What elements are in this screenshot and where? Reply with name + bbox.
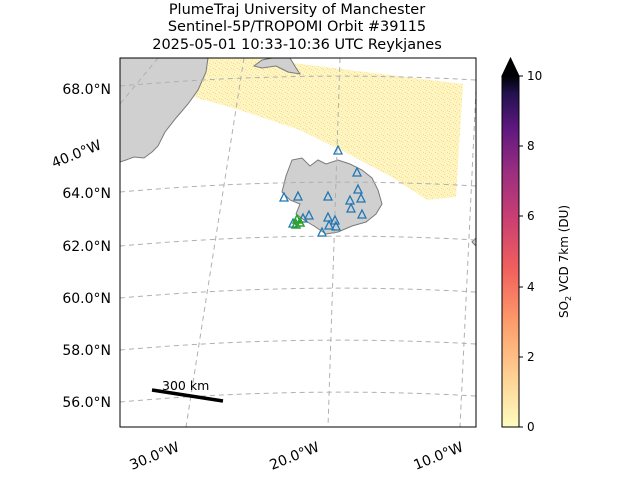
scale-bar: 300 km <box>151 378 224 403</box>
colorbar-tick-0: 0 <box>527 420 535 434</box>
title-line-1: PlumeTraj University of Manchester <box>169 2 425 18</box>
volcano-marker <box>294 216 306 227</box>
colorbar-gradient <box>501 75 520 428</box>
lon-label-40w: 40.0°W <box>50 137 104 171</box>
colorbar-tick-4: 4 <box>527 280 535 294</box>
station-marker <box>278 191 290 202</box>
volcano-marker <box>290 218 302 229</box>
latitude-labels: 68.0°N 64.0°N 62.0°N 60.0°N 58.0°N 56.0°… <box>62 82 111 411</box>
station-marker <box>303 209 315 220</box>
title-line-2: Sentinel-5P/TROPOMI Orbit #39115 <box>168 19 426 35</box>
colorbar-extend-arrow <box>501 56 520 77</box>
lon-label-20w: 20.0°W <box>268 439 322 473</box>
station-marker <box>356 208 368 219</box>
colorbar: 0 2 4 6 8 10 SO2 VCD 7km (DU) <box>501 56 573 434</box>
lat-label-64: 64.0°N <box>62 186 111 202</box>
station-marker <box>344 194 356 205</box>
scale-bar-line <box>151 388 224 403</box>
lat-label-68: 68.0°N <box>62 82 111 98</box>
station-marker <box>297 212 309 223</box>
colorbar-tick-6: 6 <box>527 209 535 223</box>
colorbar-tick-8: 8 <box>527 139 535 153</box>
station-marker <box>355 192 367 203</box>
station-marker <box>322 211 334 222</box>
station-marker <box>316 226 328 237</box>
map-frame <box>119 57 477 428</box>
scale-bar-label: 300 km <box>162 378 209 393</box>
station-marker <box>345 202 357 213</box>
volcano-markers <box>290 213 306 229</box>
colorbar-tick-2: 2 <box>527 350 535 364</box>
station-marker <box>352 183 364 194</box>
title-line-3: 2025-05-01 10:33-10:36 UTC Reykjanes <box>152 37 442 53</box>
lat-label-62: 62.0°N <box>62 239 111 255</box>
station-marker <box>351 166 363 177</box>
lat-label-60: 60.0°N <box>62 291 111 307</box>
station-marker <box>322 190 334 201</box>
colorbar-ticks: 0 2 4 6 8 10 <box>519 69 542 434</box>
graticule-meridians <box>120 58 476 427</box>
station-marker <box>292 190 304 201</box>
station-markers <box>278 144 368 237</box>
lat-label-56: 56.0°N <box>62 395 111 411</box>
station-marker <box>323 219 335 230</box>
lon-label-30w: 30.0°W <box>128 439 182 473</box>
greenland-coast-fragment <box>252 58 302 75</box>
station-marker <box>332 144 344 155</box>
colorbar-label: SO2 VCD 7km (DU) <box>557 205 573 318</box>
lat-label-58: 58.0°N <box>62 343 111 359</box>
lon-label-10w: 10.0°W <box>412 439 466 473</box>
colorbar-tick-10: 10 <box>527 69 542 83</box>
station-marker <box>330 220 342 231</box>
graticule-parallels <box>120 75 476 403</box>
figure-title: PlumeTraj University of Manchester Senti… <box>152 2 442 53</box>
satellite-swath <box>183 58 463 200</box>
map-panel: 300 km <box>119 57 477 428</box>
